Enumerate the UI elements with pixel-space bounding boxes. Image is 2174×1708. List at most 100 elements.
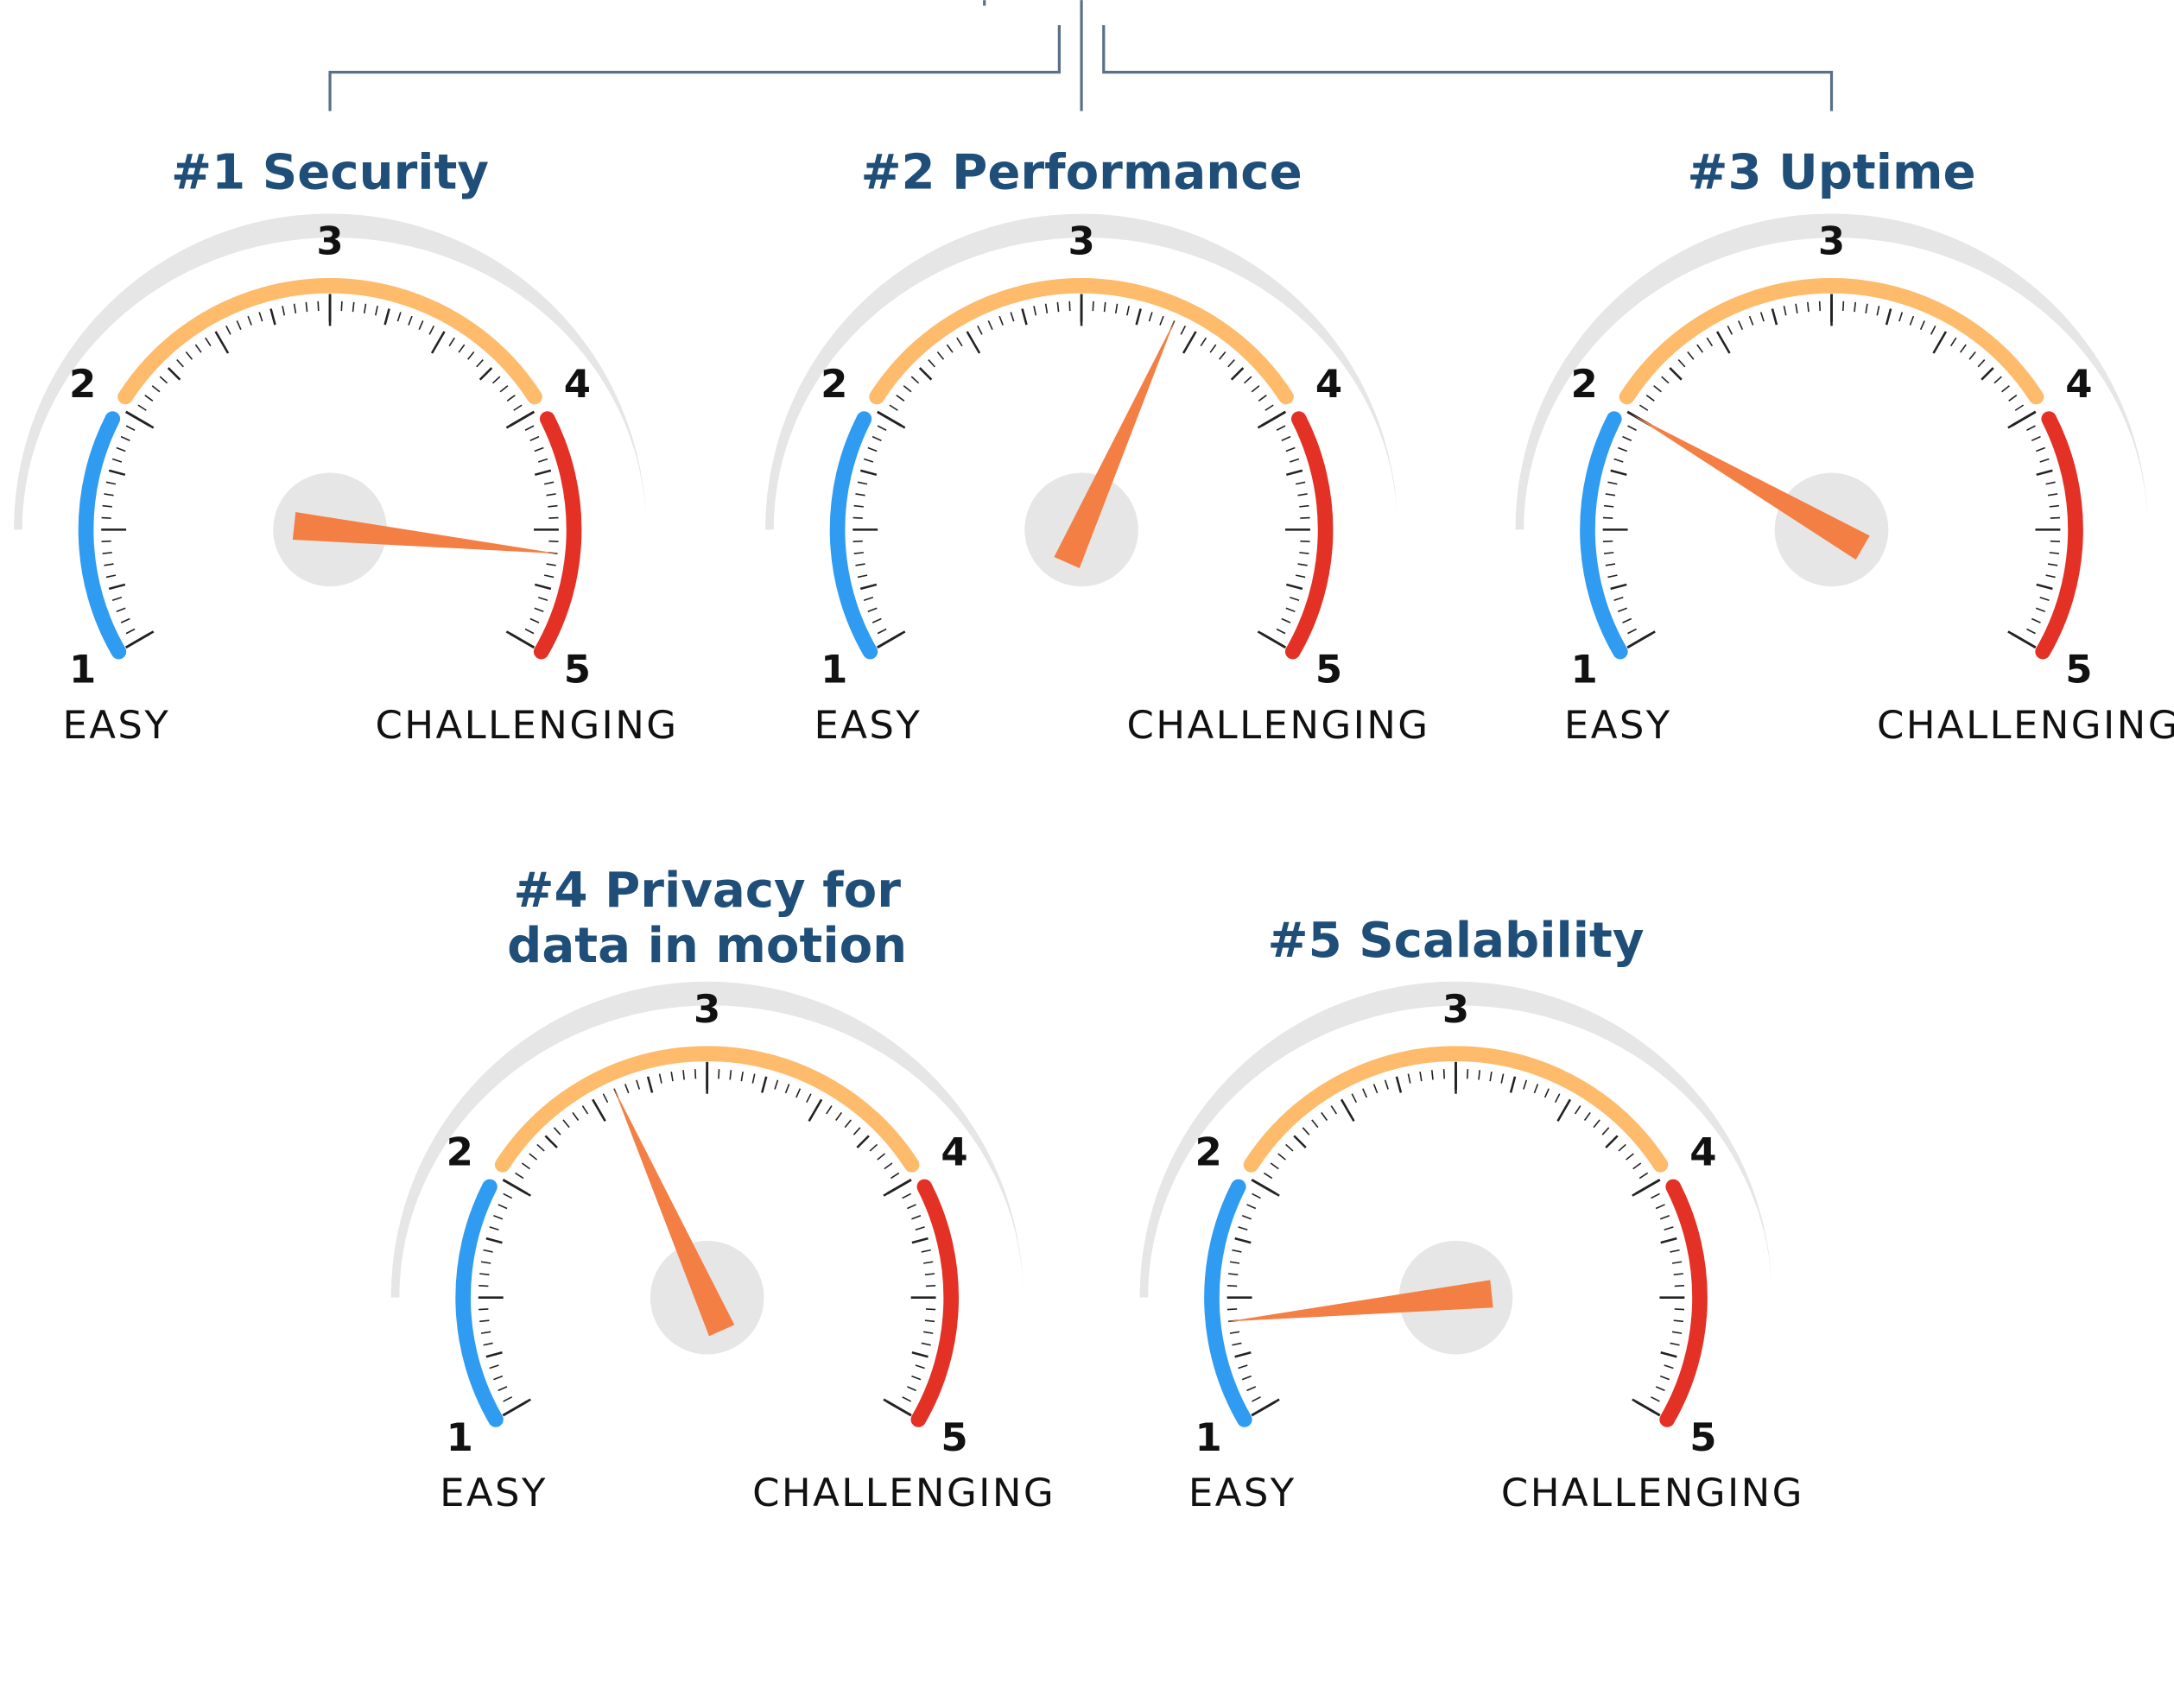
minor-tick (1277, 1153, 1286, 1161)
minor-tick (1783, 306, 1787, 316)
minor-tick (1226, 1285, 1238, 1287)
minor-tick (1993, 376, 2002, 384)
tick-label: 2 (1195, 1129, 1221, 1174)
minor-tick (1959, 344, 1967, 353)
minor-tick (1068, 300, 1071, 312)
minor-tick (1300, 516, 1310, 519)
tick-label: 4 (1689, 1129, 1716, 1174)
minor-tick (536, 1143, 545, 1152)
minor-tick (872, 617, 882, 623)
major-tick (886, 1400, 912, 1417)
minor-tick (1263, 1172, 1273, 1180)
minor-tick (493, 1375, 504, 1381)
minor-tick (1056, 301, 1060, 313)
minor-tick (498, 1204, 508, 1210)
minor-tick (1602, 540, 1613, 543)
minor-tick (1655, 1204, 1665, 1210)
minor-tick (855, 563, 865, 566)
gauge-band (494, 1046, 920, 1173)
gauge-band (533, 411, 582, 660)
minor-tick (529, 617, 540, 623)
major-tick (1251, 1400, 1277, 1417)
minor-tick (1246, 1386, 1257, 1392)
minor-tick (1554, 1093, 1561, 1104)
minor-tick (915, 1226, 925, 1231)
minor-tick (491, 376, 501, 384)
minor-tick (1297, 493, 1308, 497)
minor-tick (529, 435, 540, 441)
minor-tick (1909, 315, 1915, 326)
minor-tick (1638, 404, 1649, 411)
minor-tick (1841, 300, 1845, 312)
minor-tick (185, 351, 193, 360)
minor-tick (1898, 312, 1904, 322)
minor-tick (383, 308, 390, 326)
minor-tick (1674, 1285, 1685, 1287)
minor-tick (503, 1192, 513, 1199)
minor-tick (1246, 1204, 1257, 1210)
minor-tick (513, 404, 523, 411)
minor-tick (1232, 1342, 1242, 1346)
minor-tick (2008, 395, 2018, 402)
minor-tick (120, 435, 130, 441)
min-label: EASY (1188, 1470, 1296, 1515)
minor-tick (1241, 1215, 1252, 1220)
minor-tick (548, 504, 558, 508)
minor-tick (1854, 301, 1856, 313)
minor-tick (1632, 1162, 1642, 1170)
minor-tick (101, 540, 111, 543)
minor-tick (111, 596, 123, 601)
minor-tick (1200, 337, 1207, 347)
minor-tick (1661, 376, 1670, 384)
minor-tick (1919, 320, 1925, 331)
minor-tick (1489, 1071, 1493, 1082)
minor-tick (1645, 395, 1655, 402)
needle (1632, 414, 1870, 560)
minor-tick (430, 331, 446, 354)
minor-tick (795, 1088, 802, 1098)
minor-tick (448, 337, 455, 347)
minor-tick (1601, 1127, 1610, 1136)
minor-tick (1930, 326, 1936, 335)
minor-tick (340, 300, 343, 312)
minor-tick (1605, 1135, 1619, 1148)
minor-tick (1264, 404, 1274, 411)
minor-tick (317, 300, 320, 312)
minor-tick (1543, 1088, 1550, 1098)
minor-tick (1653, 385, 1662, 393)
minor-tick (1795, 303, 1798, 313)
gauge-title: #5 Scalability (1268, 913, 1645, 969)
minor-tick (925, 1285, 936, 1287)
minor-tick (1114, 303, 1119, 313)
minor-tick (352, 301, 355, 313)
minor-tick (1299, 504, 1309, 508)
minor-tick (2039, 596, 2050, 601)
minor-tick (2036, 583, 2053, 591)
minor-tick (1276, 425, 1286, 431)
minor-tick (1651, 1192, 1660, 1199)
max-label: CHALLENGING (1501, 1470, 1804, 1515)
minor-tick (479, 1273, 490, 1275)
tick-label: 3 (1818, 218, 1845, 264)
minor-tick (907, 1204, 916, 1210)
minor-tick (1478, 1070, 1480, 1080)
minor-tick (911, 1375, 922, 1381)
needle (292, 512, 560, 554)
minor-tick (1677, 359, 1686, 368)
minor-tick (483, 1249, 493, 1253)
minor-tick (1297, 563, 1308, 566)
minor-tick (1238, 1364, 1248, 1370)
minor-tick (1671, 1331, 1683, 1334)
minor-tick (529, 1153, 538, 1161)
minor-tick (1227, 1273, 1239, 1275)
minor-tick (485, 1351, 503, 1358)
minor-tick (1604, 552, 1614, 554)
minor-tick (808, 1098, 823, 1122)
tick-label: 4 (1315, 361, 1342, 407)
minor-tick (506, 395, 516, 402)
minor-tick (1234, 1351, 1252, 1358)
minor-tick (1932, 331, 1948, 354)
minor-tick (911, 1215, 922, 1220)
minor-tick (458, 344, 466, 353)
minor-tick (1330, 1105, 1338, 1115)
